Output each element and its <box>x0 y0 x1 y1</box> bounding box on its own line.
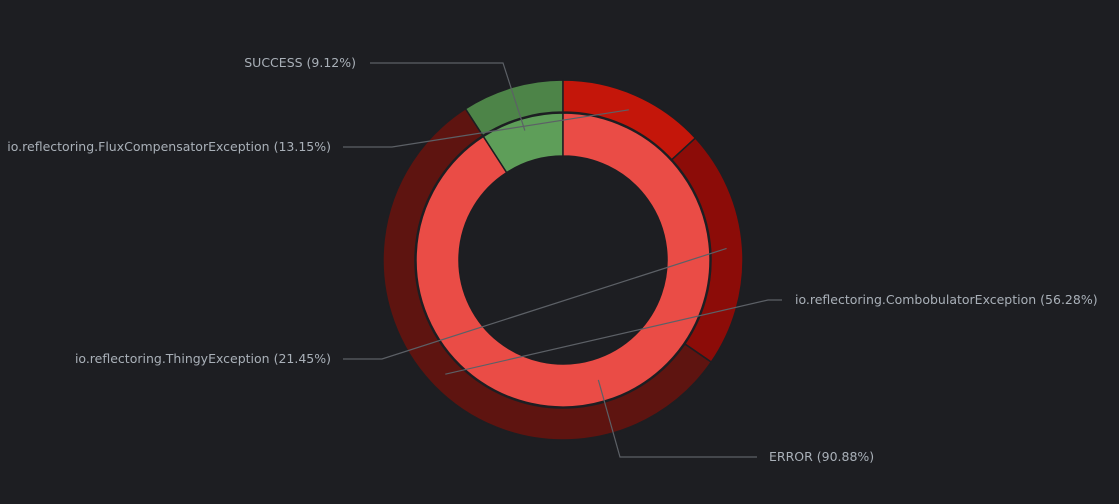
data-label-io-reflectoring-thingyexception: io.reflectoring.ThingyException (21.45%) <box>75 351 331 366</box>
outer-ring <box>382 79 744 441</box>
inner-slice-error[interactable] <box>415 112 711 408</box>
inner-ring <box>415 112 711 408</box>
leader-lines <box>343 62 782 458</box>
data-label-success: SUCCESS (9.12%) <box>244 55 356 70</box>
data-label-io-reflectoring-fluxcompensatorexception: io.reflectoring.FluxCompensatorException… <box>7 139 331 154</box>
leader-line-error <box>597 379 757 458</box>
data-label-error: ERROR (90.88%) <box>769 449 874 464</box>
outer-slice-io-reflectoring-combobulatorexception[interactable] <box>382 107 713 441</box>
data-labels: SUCCESS (9.12%) io.reflectoring.FluxCompe… <box>7 55 1097 464</box>
leader-line-io-reflectoring-fluxcompensatorexception <box>343 109 629 148</box>
leader-line-io-reflectoring-combobulatorexception <box>445 299 782 375</box>
leader-line-io-reflectoring-thingyexception <box>343 247 727 360</box>
leader-line-success <box>370 62 526 131</box>
data-label-io-reflectoring-combobulatorexception: io.reflectoring.CombobulatorException (5… <box>795 292 1098 307</box>
